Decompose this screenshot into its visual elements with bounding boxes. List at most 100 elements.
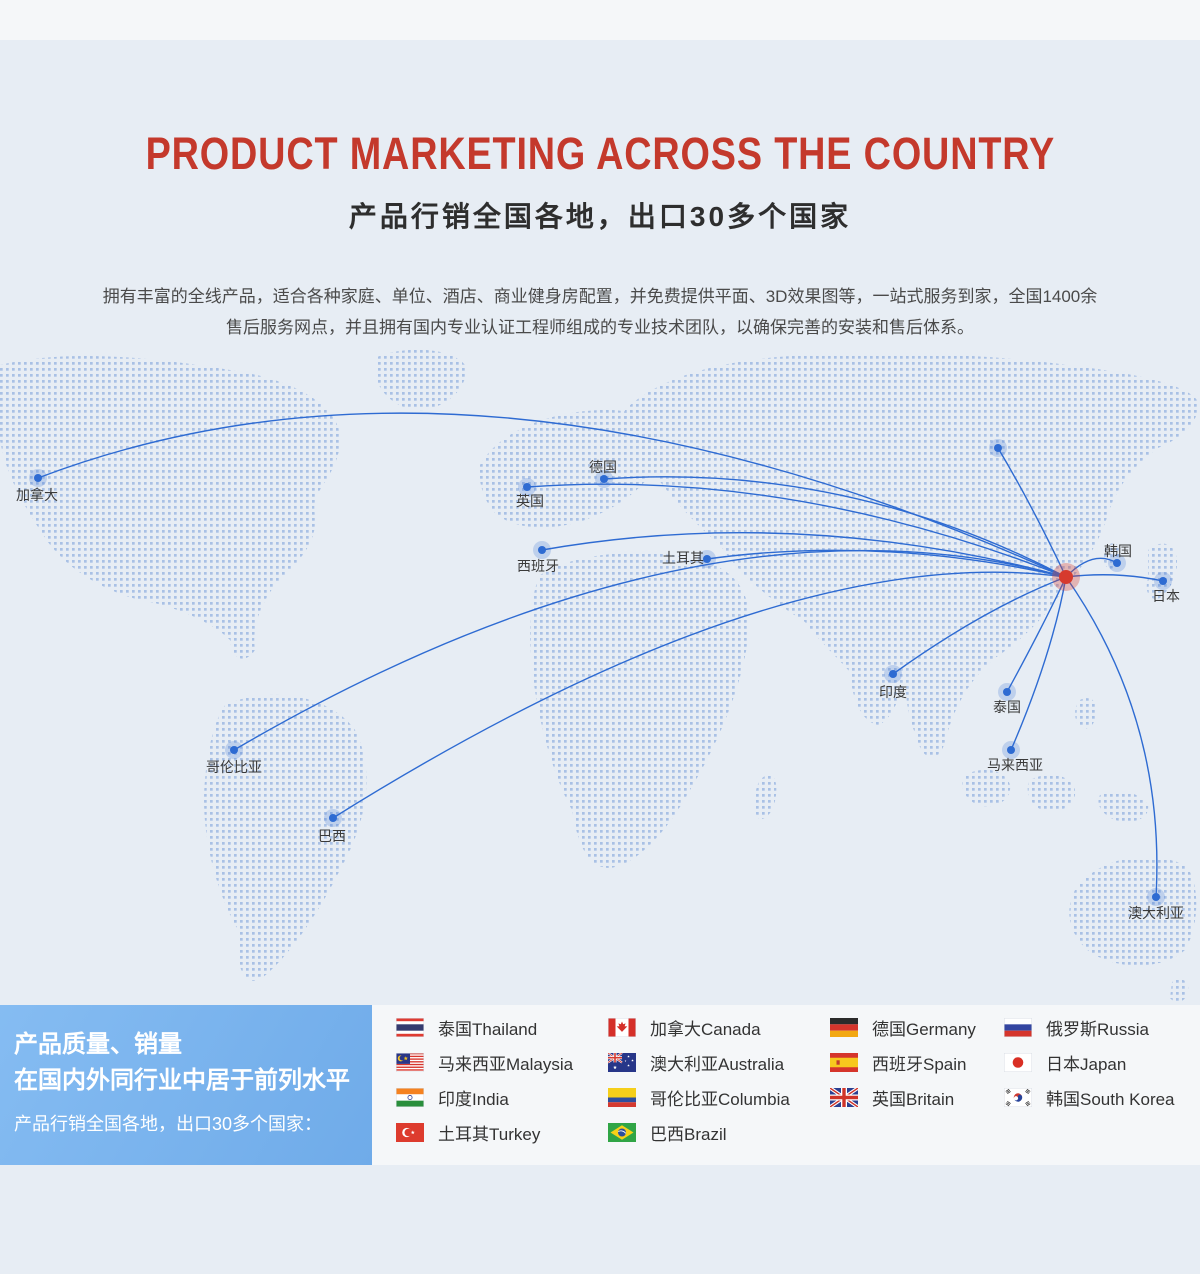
legend-column-3: 德国Germany 西班牙Spain 英国Britain: [830, 1018, 976, 1123]
marker-dot-colombia: [230, 746, 238, 754]
continents: [0, 350, 1199, 1002]
legend-label: 印度India: [438, 1090, 509, 1109]
legend-item: 土耳其Turkey: [396, 1123, 573, 1144]
legend-item: 印度India: [396, 1088, 573, 1109]
legend-column-2: 加拿大Canada 澳大利亚Australia 哥伦比亚Columbia 巴西Braz…: [608, 1018, 790, 1158]
marker-label-germany: 德国: [589, 459, 617, 475]
legend-item: 日本Japan: [1004, 1053, 1175, 1074]
page-title: PRODUCT MARKETING ACROSS THE COUNTRY: [0, 128, 1200, 180]
legend-item: 泰国Thailand: [396, 1018, 573, 1039]
legend-label: 泰国Thailand: [438, 1020, 538, 1039]
legend-item: 澳大利亚Australia: [608, 1053, 790, 1074]
legend-item: 俄罗斯Russia: [1004, 1018, 1175, 1039]
legend-item: 哥伦比亚Columbia: [608, 1088, 790, 1109]
marker-dot-britain: [523, 483, 531, 491]
marker-label-spain: 西班牙: [517, 558, 559, 574]
china-center-marker: [1059, 570, 1073, 584]
marker-label-britain: 英国: [516, 493, 544, 509]
turkey-flag: [396, 1123, 424, 1142]
route-line-spain: [541, 532, 1067, 578]
marker-dot-south-korea: [1113, 559, 1121, 567]
route-line-brazil: [332, 571, 1067, 819]
korea-flag: [1004, 1088, 1032, 1107]
legend-label: 土耳其Turkey: [438, 1125, 541, 1144]
legend-label: 澳大利亚Australia: [650, 1055, 785, 1074]
page-title-text: PRODUCT MARKETING ACROSS THE COUNTRY: [145, 128, 1055, 179]
marker-label-colombia: 哥伦比亚: [206, 759, 262, 775]
russia-flag: [1004, 1018, 1032, 1037]
highlight-heading-line1: 产品质量、销量: [14, 1031, 182, 1058]
marker-label-thailand: 泰国: [993, 699, 1021, 715]
spain-flag: [830, 1053, 858, 1072]
world-map: 加拿大 英国 德国西班牙 土耳其 韩国日本印度泰国马来西亚 哥伦比亚巴西澳大利亚: [0, 350, 1200, 1005]
route-line-malaysia: [1010, 576, 1067, 751]
marker-dot-germany: [600, 475, 608, 483]
japan-flag: [1004, 1053, 1032, 1072]
world-map-svg: [0, 350, 1199, 1002]
marker-label-india: 印度: [879, 684, 907, 700]
highlight-heading: 产品质量、销量 在国内外同行业中居于前列水平: [14, 1027, 350, 1099]
legend-column-1: 泰国Thailand 马来西亚Malaysia 印度India 土耳其Turkey: [396, 1018, 573, 1158]
thailand-flag: [396, 1018, 424, 1037]
marker-label-japan: 日本: [1152, 588, 1180, 604]
legend-label: 巴西Brazil: [650, 1125, 727, 1144]
legend-label: 韩国South Korea: [1046, 1090, 1175, 1109]
australia-flag: [608, 1053, 636, 1072]
marker-dot-spain: [538, 546, 546, 554]
legend-item: 英国Britain: [830, 1088, 976, 1109]
page-description: 拥有丰富的全线产品，适合各种家庭、单位、酒店、商业健身房配置，并免费提供平面、3…: [102, 287, 1098, 337]
marker-dot-canada: [34, 474, 42, 482]
route-line-australia: [1065, 576, 1158, 898]
marker-dot-india: [889, 670, 897, 678]
britain-flag: [830, 1088, 858, 1107]
marker-label-turkey: 土耳其: [662, 550, 704, 566]
route-line-japan: [1065, 574, 1164, 582]
legend-label: 日本Japan: [1046, 1055, 1127, 1074]
legend-item: 德国Germany: [830, 1018, 976, 1039]
india-flag: [396, 1088, 424, 1107]
route-line-germany: [603, 476, 1067, 578]
legend-item: 韩国South Korea: [1004, 1088, 1175, 1109]
marker-label-brazil: 巴西: [318, 828, 346, 844]
legend-label: 英国Britain: [872, 1090, 955, 1109]
marker-dot-turkey: [703, 555, 711, 563]
marker-dot-brazil: [329, 814, 337, 822]
germany-flag: [830, 1018, 858, 1037]
legend-item: 巴西Brazil: [608, 1123, 790, 1144]
legend-item: 西班牙Spain: [830, 1053, 976, 1074]
route-line-india: [892, 576, 1067, 675]
legend-label: 加拿大Canada: [650, 1020, 761, 1039]
marker-label-australia: 澳大利亚: [1128, 905, 1184, 921]
route-line-thailand: [1006, 576, 1067, 693]
legend-label: 西班牙Spain: [872, 1055, 967, 1074]
canada-flag: [608, 1018, 636, 1037]
route-line-russia: [997, 447, 1067, 578]
route-line-britain: [526, 483, 1067, 578]
marker-label-south-korea: 韩国: [1104, 543, 1132, 559]
highlight-panel: 产品质量、销量 在国内外同行业中居于前列水平 产品行销全国各地，出口30多个国家…: [0, 1005, 372, 1165]
export-route-lines: [37, 412, 1164, 898]
marker-label-malaysia: 马来西亚: [987, 757, 1043, 773]
marker-dot-russia: [994, 444, 1002, 452]
marker-dot-thailand: [1003, 688, 1011, 696]
marker-label-canada: 加拿大: [16, 487, 58, 503]
highlight-subtext: 产品行销全国各地，出口30多个国家：: [14, 1114, 323, 1134]
legend-item: 加拿大Canada: [608, 1018, 790, 1039]
brazil-flag: [608, 1123, 636, 1142]
marker-dot-japan: [1159, 577, 1167, 585]
marker-dot-australia: [1152, 893, 1160, 901]
marker-dot-malaysia: [1007, 746, 1015, 754]
route-line-canada: [37, 412, 1067, 578]
legend-label: 德国Germany: [872, 1020, 976, 1039]
legend-label: 马来西亚Malaysia: [438, 1055, 574, 1074]
legend-column-4: 俄罗斯Russia 日本Japan 韩国South Korea: [1004, 1018, 1175, 1123]
country-legend: 泰国Thailand 马来西亚Malaysia 印度India 土耳其Turkey 加拿…: [372, 1005, 1200, 1165]
top-strip: [0, 0, 1200, 40]
route-line-colombia: [233, 549, 1067, 751]
legend-item: 马来西亚Malaysia: [396, 1053, 574, 1074]
columbia-flag: [608, 1088, 636, 1107]
legend-label: 哥伦比亚Columbia: [650, 1090, 790, 1109]
legend-label: 俄罗斯Russia: [1046, 1020, 1149, 1039]
page-subtitle: 产品行销全国各地，出口30多个国家: [348, 201, 852, 232]
highlight-heading-line2: 在国内外同行业中居于前列水平: [14, 1067, 350, 1094]
